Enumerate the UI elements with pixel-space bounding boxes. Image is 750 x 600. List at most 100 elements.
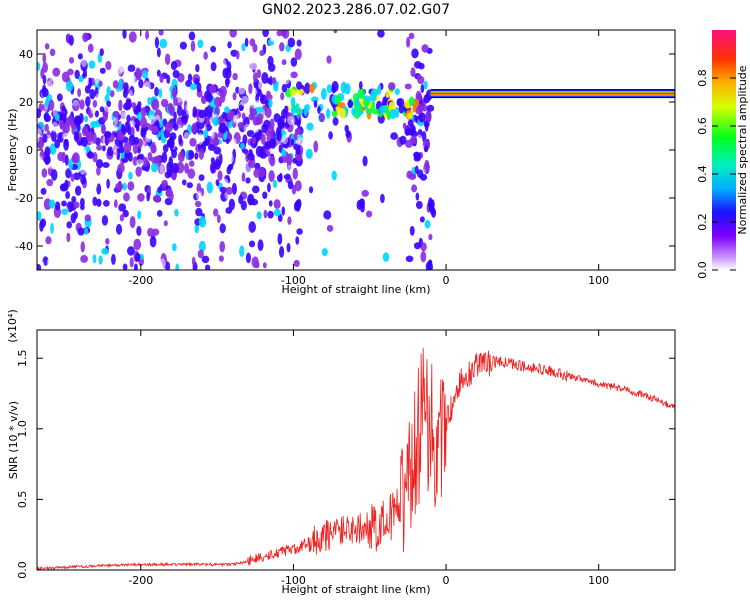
spectrogram-cell bbox=[251, 100, 258, 109]
spectrogram-cell bbox=[61, 170, 66, 180]
spectrogram-cell bbox=[165, 261, 171, 270]
spectrogram-cell bbox=[266, 90, 271, 98]
spectrogram-cell bbox=[100, 123, 106, 135]
spectrogram-cell bbox=[277, 233, 283, 245]
spectrogram-cell bbox=[345, 130, 351, 139]
spectrogram-cell bbox=[127, 181, 135, 191]
spectrogram-cell bbox=[371, 108, 380, 115]
spectrogram-cell bbox=[272, 226, 278, 234]
spectrogram-cell bbox=[405, 255, 414, 263]
spectrogram-cell bbox=[276, 30, 283, 37]
snr-x-axis-label: Height of straight line (km) bbox=[281, 583, 430, 596]
spectrogram-cell bbox=[158, 88, 163, 98]
spectrogram-cell bbox=[198, 174, 205, 181]
spectrogram-cell bbox=[290, 57, 298, 67]
spectrogram-cell bbox=[296, 39, 302, 47]
spectrogram-cell bbox=[156, 47, 161, 58]
spectrogram-cell bbox=[257, 239, 264, 251]
spectrogram-cell bbox=[44, 155, 51, 165]
spectrogram-cell bbox=[287, 37, 296, 48]
spectrogram-cell bbox=[262, 191, 268, 200]
spectrogram-cell bbox=[222, 67, 229, 79]
spectrogram-cell bbox=[328, 131, 333, 140]
spectrogram-cell bbox=[187, 168, 196, 179]
spectrogram-cell bbox=[281, 206, 286, 216]
spectrogram-cell bbox=[93, 30, 98, 41]
spectrogram-cell bbox=[257, 88, 262, 96]
spectrogram-cell bbox=[125, 98, 132, 110]
spectrogram-cell bbox=[420, 250, 427, 263]
carrier-band bbox=[430, 92, 675, 95]
spectrogram-cell bbox=[177, 151, 185, 163]
spectrogram-cell bbox=[219, 223, 226, 234]
spectrogram-cell bbox=[173, 111, 177, 122]
spectrogram-cell bbox=[225, 138, 230, 145]
spectrogram-cell bbox=[96, 183, 102, 195]
spectrogram-cell bbox=[195, 64, 200, 73]
spectrogram-cell bbox=[165, 121, 174, 133]
spectrogram-cell bbox=[128, 31, 137, 43]
spectrogram-cell bbox=[281, 148, 287, 157]
spectrogram-cell bbox=[71, 196, 77, 204]
spectrogram-cell bbox=[413, 242, 422, 250]
spectrogram-cell bbox=[85, 96, 91, 107]
spectrogram-cell bbox=[136, 68, 143, 78]
snr-series bbox=[37, 347, 675, 570]
spectrogram-cell bbox=[428, 166, 433, 175]
spectrogram-x-tick-label: 0 bbox=[443, 274, 450, 287]
spectrogram-cell bbox=[101, 215, 109, 226]
spectrogram-cell bbox=[219, 186, 228, 194]
spectrogram-cell bbox=[65, 80, 74, 92]
spectrogram-cell bbox=[77, 88, 82, 98]
spectrogram-cell bbox=[147, 152, 153, 162]
spectrogram-cell bbox=[219, 241, 226, 253]
spectrogram-cell bbox=[122, 263, 128, 270]
spectrogram-cell bbox=[296, 228, 303, 235]
spectrogram-cell bbox=[80, 174, 87, 185]
spectrogram-cell bbox=[136, 225, 142, 236]
spectrogram-cell bbox=[214, 96, 222, 108]
snr-panel: -200 -100 0 100 0.0 0.5 1.0 1.5 Height of stra… bbox=[6, 309, 676, 596]
spectrogram-cell bbox=[136, 125, 140, 132]
spectrogram-cell bbox=[118, 145, 125, 154]
spectrogram-cell bbox=[347, 99, 354, 109]
spectrogram-cell bbox=[410, 67, 416, 78]
spectrogram-cell bbox=[176, 105, 183, 117]
spectrogram-cell bbox=[406, 112, 413, 119]
spectrogram-cell bbox=[321, 248, 328, 257]
spectrogram-cell bbox=[240, 200, 247, 211]
spectrogram-cell bbox=[92, 100, 98, 108]
spectrogram-cell bbox=[151, 98, 160, 111]
spectrogram-cell bbox=[280, 164, 288, 176]
spectrogram-cell bbox=[67, 115, 74, 126]
spectrogram-cell bbox=[337, 102, 346, 109]
spectrogram-cell bbox=[101, 247, 109, 255]
spectrogram-cell bbox=[106, 100, 112, 108]
spectrogram-y-tick-label: -20 bbox=[15, 192, 33, 205]
spectrogram-cell bbox=[127, 209, 133, 218]
spectrogram-cell bbox=[269, 30, 277, 43]
spectrogram-cell bbox=[161, 179, 168, 186]
spectrogram-cell bbox=[77, 53, 83, 60]
spectrogram-cell bbox=[52, 67, 61, 77]
spectrogram-cell bbox=[151, 228, 160, 236]
spectrogram-cell bbox=[128, 152, 133, 162]
spectrogram-cell bbox=[294, 127, 301, 136]
spectrogram-cell bbox=[245, 177, 251, 184]
spectrogram-cell bbox=[261, 123, 268, 134]
spectrogram-cell bbox=[137, 101, 142, 108]
spectrogram-cell bbox=[54, 113, 60, 122]
spectrogram-cell bbox=[355, 97, 360, 109]
spectrogram-cell bbox=[380, 65, 387, 73]
spectrogram-cell bbox=[166, 74, 171, 85]
spectrogram-cell bbox=[267, 210, 274, 219]
spectrogram-cell bbox=[48, 99, 55, 111]
spectrogram-cell bbox=[415, 137, 423, 146]
spectrogram-cell bbox=[194, 78, 200, 85]
spectrogram-cell bbox=[287, 216, 292, 225]
spectrogram-cell bbox=[213, 146, 222, 155]
figure-title: GN02.2023.286.07.02.G07 bbox=[262, 2, 450, 18]
spectrogram-cell bbox=[216, 214, 221, 224]
spectrogram-cell bbox=[239, 245, 245, 258]
